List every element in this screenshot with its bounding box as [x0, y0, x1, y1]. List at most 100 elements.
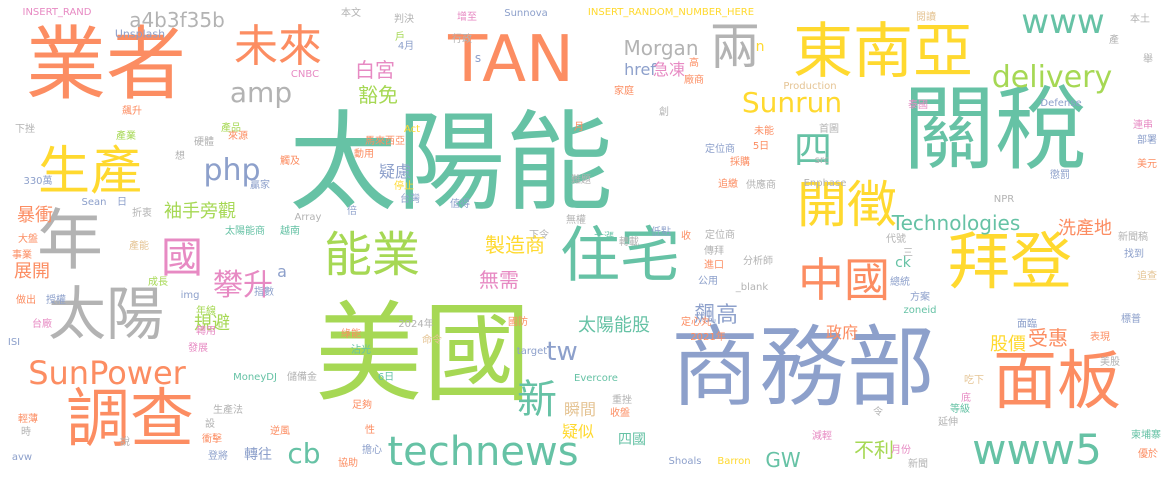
- word-didian: 低點: [651, 227, 671, 238]
- word-meigu: 美股: [1100, 357, 1120, 368]
- word-href: href: [624, 60, 656, 79]
- word-yanshen: 延伸: [938, 417, 958, 428]
- word-morgan: Morgan: [623, 36, 699, 60]
- word-array: Array: [294, 212, 322, 223]
- word-she: 設: [205, 419, 215, 430]
- word-enphase: Enphase: [803, 178, 847, 189]
- word-zhongguo: 中國: [798, 253, 890, 307]
- word-baideng: 拜登: [947, 225, 1073, 298]
- word-zhankai: 展開: [14, 261, 50, 282]
- word-img: img: [180, 290, 200, 301]
- word-defense: Defense: [1040, 98, 1082, 109]
- word-weilai: 未來: [234, 21, 322, 72]
- word-xiezhu: 協助: [338, 458, 358, 469]
- word-benwen: 本文: [341, 8, 361, 19]
- word-zhizaoshang: 製造商: [485, 233, 545, 257]
- word-www5: www5: [972, 425, 1102, 474]
- word-yezhe: 業者: [26, 18, 186, 111]
- word-zhezhong: 折衷: [132, 208, 152, 219]
- word-www: www: [1021, 2, 1105, 42]
- word-youyu: 優於: [1138, 449, 1158, 460]
- word-evercore: Evercore: [574, 373, 618, 384]
- word-chuang: 創: [659, 107, 669, 118]
- word-chanye: 產業: [116, 131, 136, 142]
- word-ju: 舉: [1143, 54, 1153, 65]
- word-act: Act: [403, 124, 421, 135]
- word-xingzheng: 行政: [452, 34, 472, 45]
- word-yilv: 疑慮: [378, 162, 412, 181]
- word-zhuzhai: 住宅: [560, 221, 680, 291]
- word-npr: NPR: [993, 194, 1015, 205]
- word-shoals: Shoals: [668, 456, 702, 467]
- word-jidong: 急凍: [652, 60, 686, 79]
- word-insert-rand: INSERT_RAND: [22, 7, 92, 18]
- word-nian: 年: [37, 202, 103, 279]
- word-insert-random-number: INSERT_RANDOM_NUMBER_HERE: [587, 7, 755, 18]
- word-gujia: 股價: [990, 334, 1026, 355]
- word-guanshui: 關稅: [902, 76, 1088, 183]
- word-delivery: delivery: [991, 60, 1113, 95]
- word-taiguo: 泰國: [908, 100, 928, 111]
- word-yingjia: 贏家: [250, 180, 270, 191]
- word-san: 三: [903, 248, 913, 259]
- word-mingling: 命令: [422, 335, 442, 346]
- word-channeng: 產能: [129, 241, 149, 252]
- word-chengfa: 懲罰: [1050, 170, 1070, 181]
- word-nifeng: 逆風: [270, 426, 290, 437]
- word-lianchuan: 連串: [1133, 120, 1153, 131]
- word-taiwan: 台灣: [400, 194, 420, 205]
- word-zhuanwang: 轉往: [244, 447, 272, 463]
- word-taiyangnenggu: 太陽能股: [578, 315, 650, 336]
- word-xin: 新: [517, 377, 557, 423]
- word-mianlin: 面臨: [1017, 319, 1037, 330]
- word-technologies: Technologies: [891, 211, 1021, 235]
- word-buli: 不利: [854, 438, 894, 462]
- word-guofang: 國防: [508, 317, 528, 328]
- word-xinwen: 新聞: [908, 459, 928, 470]
- word-shouquan: 授權: [46, 295, 66, 306]
- word-shuo: 說: [120, 437, 130, 448]
- word-xinwengao: 新聞稿: [1118, 232, 1148, 243]
- word-chuanbai: 傳拜: [704, 246, 724, 257]
- word-zhuanyong: 轉用: [196, 326, 216, 337]
- word-shunjian: 瞬間: [563, 400, 597, 419]
- word-baigong: 白宮: [355, 58, 395, 82]
- word-yuefen: 月份: [891, 445, 911, 456]
- word-weineng: 未能: [754, 126, 774, 137]
- word-lvneng: 綠能: [341, 329, 361, 340]
- word-barron: Barron: [717, 456, 751, 467]
- word-hu: 戶: [395, 32, 405, 43]
- word-nianxian: 年線: [196, 306, 216, 317]
- word-diaocha: 調查: [66, 383, 194, 457]
- word-liang: 兩: [710, 18, 760, 76]
- word-tan: TAN: [448, 23, 574, 97]
- word-taiyangneng: 太陽能: [288, 101, 614, 226]
- word-xialing: 下令: [529, 230, 549, 241]
- word-php: php: [203, 153, 261, 188]
- word-tingzhi: 停止: [394, 181, 414, 192]
- word-malaixiya: 馬來西亞: [365, 136, 405, 147]
- word-dingxinwan: 定心丸: [681, 317, 711, 328]
- word-siguo: 四國: [618, 432, 646, 448]
- word-zhuijiao: 追繳: [718, 179, 738, 190]
- word-a4b3f35b: a4b3f35b: [129, 8, 225, 32]
- word-baochong: 暴衝: [17, 205, 53, 226]
- word-zhengfu: 政府: [825, 323, 859, 342]
- word-xichandi: 洗產地: [1058, 218, 1112, 239]
- word-biaoxian: 表現: [1090, 332, 1110, 343]
- word-shi: 時: [21, 427, 31, 438]
- word-xiacuo: 下挫: [15, 124, 35, 135]
- word-guo: 國: [160, 233, 204, 282]
- word-technews: technews: [387, 429, 579, 475]
- word-shoupan: 收盤: [610, 408, 630, 419]
- word-chixia: 吃下: [964, 375, 984, 386]
- word-pansheng: 攀升: [213, 268, 273, 303]
- word-shengchan: 生產: [37, 142, 143, 202]
- word-zugou: 足夠: [352, 400, 372, 411]
- word-shengchanfa: 生產法: [213, 405, 243, 416]
- word-330wan: 330萬: [23, 176, 53, 187]
- word-gongyong: 公用: [698, 276, 718, 287]
- word-a: a: [277, 262, 287, 281]
- word-taichang: 台廠: [32, 319, 52, 330]
